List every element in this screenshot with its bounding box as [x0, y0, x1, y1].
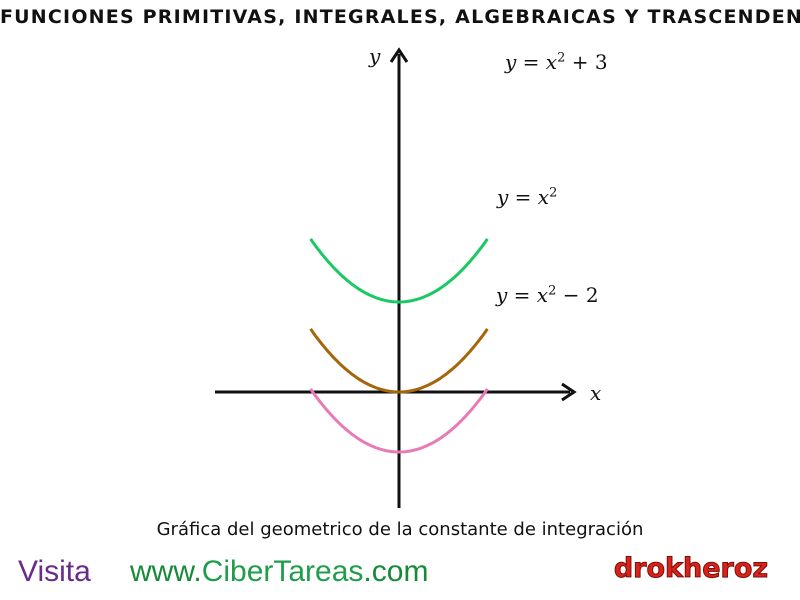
x-axis-arrow-icon — [561, 382, 577, 402]
parabola-1 — [309, 238, 489, 304]
parabola-2 — [309, 328, 489, 394]
axes — [215, 47, 577, 508]
page-title: FUNCIONES PRIMITIVAS, INTEGRALES, ALGEBR… — [0, 6, 800, 28]
parabola-3 — [309, 388, 489, 454]
curves — [309, 238, 489, 454]
logo: drokheroz — [613, 553, 768, 585]
x-axis-label: x — [590, 381, 602, 405]
y-axis-arrow-icon — [389, 47, 409, 63]
equation-label-2: y = x2 — [497, 185, 558, 209]
logo-text: drokheroz — [614, 553, 768, 584]
y-axis-label: y — [369, 44, 381, 68]
equation-label-3: y = x2 − 2 — [496, 283, 599, 307]
equation-label-1: y = x2 + 3 — [505, 50, 608, 74]
footer-visit-text: Visita — [18, 555, 91, 588]
footer-website-link[interactable]: www.CiberTareas.com — [130, 555, 429, 588]
caption: Gráfica del geometrico de la constante d… — [156, 519, 644, 540]
